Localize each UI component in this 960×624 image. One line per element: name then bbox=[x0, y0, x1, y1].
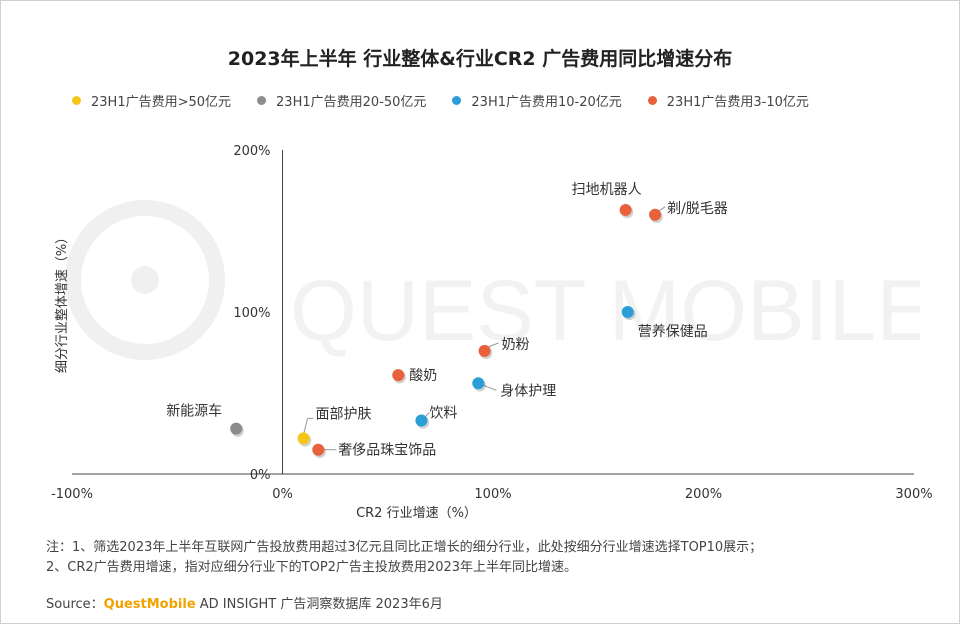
leader-line bbox=[483, 384, 497, 391]
legend-label: 23H1广告费用3-10亿元 bbox=[666, 94, 809, 110]
footnote-line-1: 注：1、筛选2023年上半年互联网广告投放费用超过3亿元且同比正增长的细分行业，… bbox=[46, 540, 763, 555]
x-tick-label: 300% bbox=[895, 487, 932, 502]
x-tick-label: 0% bbox=[272, 487, 293, 502]
data-point bbox=[478, 344, 491, 357]
watermark-text: QUEST MOBILE bbox=[290, 263, 920, 359]
data-point bbox=[230, 422, 243, 435]
y-tick-label: 0% bbox=[250, 468, 271, 483]
point-label: 新能源车 bbox=[166, 403, 222, 420]
legend: 23H1广告费用>50亿元 23H1广告费用20-50亿元 23H1广告费用10… bbox=[72, 90, 835, 110]
x-tick-label: 100% bbox=[474, 487, 511, 502]
source-rest: AD INSIGHT 广告洞察数据库 2023年6月 bbox=[195, 597, 443, 612]
legend-item-3-10: 23H1广告费用3-10亿元 bbox=[647, 91, 809, 110]
data-point bbox=[415, 414, 428, 427]
legend-label: 23H1广告费用10-20亿元 bbox=[471, 94, 622, 110]
legend-dot bbox=[452, 95, 462, 105]
point-label: 身体护理 bbox=[500, 383, 556, 399]
point-label: 剃/脱毛器 bbox=[667, 201, 728, 217]
legend-label: 23H1广告费用>50亿元 bbox=[91, 94, 232, 110]
legend-item-10-20: 23H1广告费用10-20亿元 bbox=[452, 91, 622, 110]
chart-title: 2023年上半年 行业整体&行业CR2 广告费用同比增速分布 bbox=[227, 48, 733, 70]
legend-label: 23H1广告费用20-50亿元 bbox=[276, 94, 427, 110]
watermark: QUEST MOBILE bbox=[65, 200, 920, 360]
data-point bbox=[392, 369, 405, 382]
legend-dot bbox=[647, 95, 657, 105]
point-label: 面部护肤 bbox=[316, 406, 372, 422]
legend-item-20-50: 23H1广告费用20-50亿元 bbox=[257, 91, 426, 110]
y-tick-label: 100% bbox=[233, 306, 270, 321]
y-axis-title: 细分行业整体增速（%） bbox=[55, 231, 70, 373]
data-point bbox=[297, 432, 310, 445]
point-label: 奶粉 bbox=[502, 337, 530, 353]
legend-dot bbox=[257, 95, 267, 105]
point-label: 营养保健品 bbox=[638, 324, 708, 340]
point-label: 酸奶 bbox=[409, 368, 437, 384]
source-brand: QuestMobile bbox=[103, 597, 196, 612]
x-tick-label: 200% bbox=[685, 487, 722, 502]
leader-line bbox=[303, 417, 314, 435]
leader-line bbox=[488, 342, 499, 348]
data-point bbox=[472, 377, 485, 390]
legend-item-gt50: 23H1广告费用>50亿元 bbox=[72, 91, 231, 110]
x-tick-label: -100% bbox=[51, 487, 93, 502]
footnote-line-2: 2、CR2广告费用增速，指对应细分行业下的TOP2广告主投放费用2023年上半年… bbox=[46, 560, 578, 575]
y-tick-label: 200% bbox=[233, 144, 270, 159]
data-point bbox=[621, 306, 634, 318]
leader-line bbox=[658, 206, 666, 212]
legend-dot bbox=[72, 95, 81, 105]
leader-line bbox=[425, 412, 430, 417]
data-point bbox=[649, 208, 662, 221]
point-label: 奢侈品珠宝饰品 bbox=[338, 443, 436, 459]
data-point bbox=[312, 443, 325, 456]
x-axis-title: CR2 行业增速（%） bbox=[356, 506, 477, 521]
point-label: 扫地机器人 bbox=[572, 182, 642, 198]
data-point bbox=[619, 203, 632, 216]
source-prefix: Source： bbox=[46, 597, 104, 612]
point-label: 饮料 bbox=[429, 406, 457, 422]
source-line: Source：QuestMobile AD INSIGHT 广告洞察数据库 20… bbox=[46, 593, 443, 612]
